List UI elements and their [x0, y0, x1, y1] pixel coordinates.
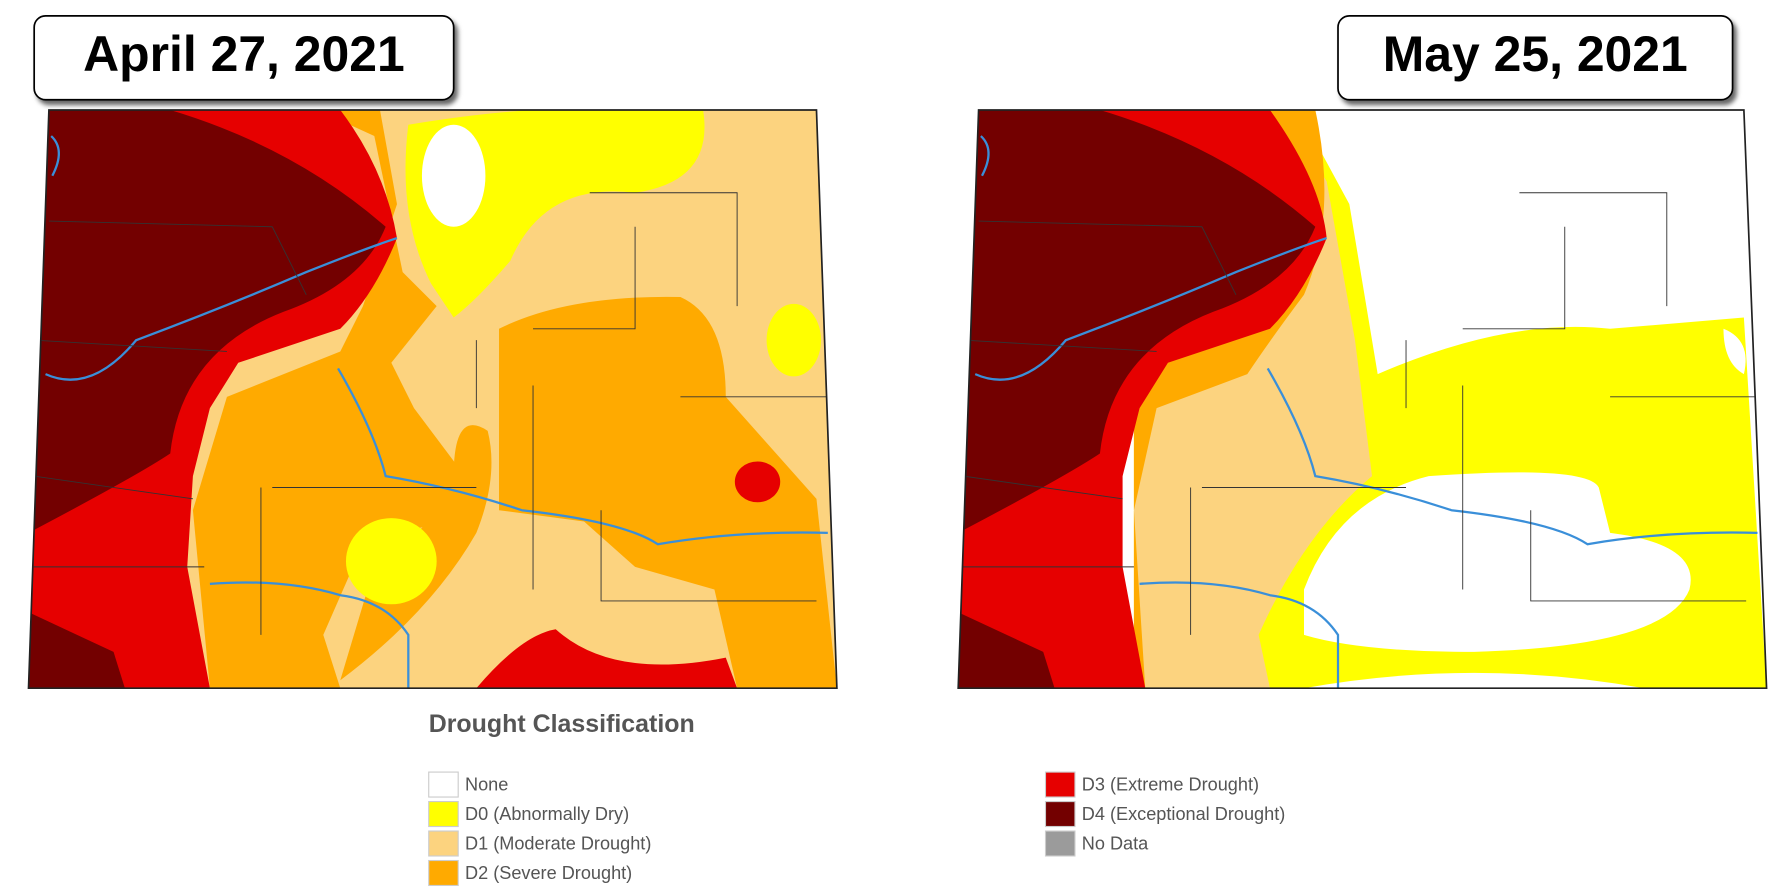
- drought-area: [958, 109, 1316, 533]
- legend-label: No Data: [1082, 833, 1149, 853]
- drought-area: [28, 109, 386, 533]
- drought-area: [421, 124, 486, 227]
- map-may: [958, 109, 1767, 689]
- legend-label: D4 (Exceptional Drought): [1082, 804, 1286, 824]
- legend: None D0 (Abnormally Dry) D1 (Moderate Drou…: [428, 771, 1286, 887]
- legend-swatch: [1044, 771, 1076, 798]
- map-title: May 25, 2021: [1383, 26, 1688, 82]
- legend-swatch: [428, 830, 459, 857]
- legend-title: Drought Classification: [429, 710, 695, 738]
- drought-area: [766, 303, 822, 377]
- legend-label: D1 (Moderate Drought): [465, 833, 651, 853]
- legend-swatch: [428, 859, 459, 887]
- drought-area: [734, 461, 781, 503]
- map-april: [28, 109, 837, 689]
- legend-label: None: [465, 774, 508, 794]
- drought-area: [499, 296, 837, 689]
- title-box: [1337, 15, 1734, 101]
- drought-area: [1303, 472, 1691, 652]
- drought-area: [28, 612, 125, 689]
- legend-label: D0 (Abnormally Dry): [465, 804, 629, 824]
- legend-swatch: [1044, 801, 1076, 828]
- drought-area: [476, 629, 738, 689]
- legend-label: D2 (Severe Drought): [465, 863, 632, 883]
- legend-swatch: [428, 801, 459, 828]
- drought-area: [958, 612, 1055, 689]
- legend-swatch: [1044, 830, 1076, 857]
- drought-area: [345, 518, 437, 605]
- map-title: April 27, 2021: [83, 26, 405, 82]
- legend-swatch: [428, 771, 459, 798]
- legend-label: D3 (Extreme Drought): [1082, 774, 1259, 794]
- title-box: [33, 15, 455, 101]
- drought-area: [1723, 328, 1746, 375]
